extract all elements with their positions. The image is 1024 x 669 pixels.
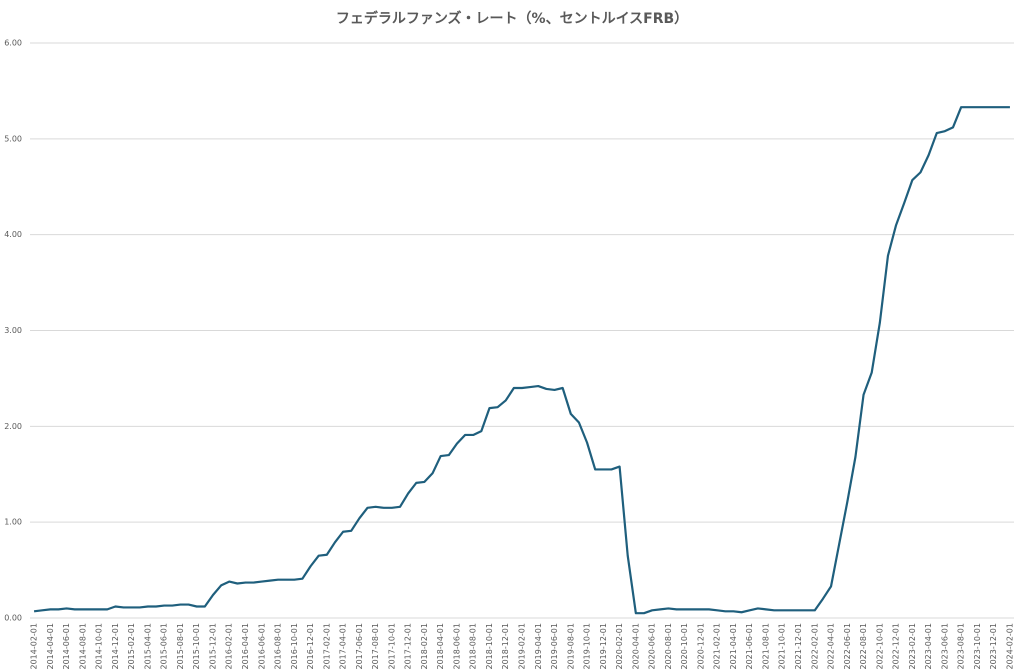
x-tick-label: 2023-06-01 bbox=[940, 623, 949, 669]
x-tick-label: 2018-10-01 bbox=[485, 623, 494, 669]
x-tick-label: 2019-02-01 bbox=[518, 623, 527, 669]
x-tick-label: 2018-12-01 bbox=[501, 623, 510, 669]
x-tick-label: 2019-12-01 bbox=[599, 623, 608, 669]
x-tick-label: 2015-02-01 bbox=[127, 623, 136, 669]
x-tick-label: 2019-04-01 bbox=[534, 623, 543, 669]
y-tick-label: 0.00 bbox=[4, 614, 22, 623]
x-tick-label: 2024-02-01 bbox=[1005, 623, 1014, 669]
x-tick-label: 2018-02-01 bbox=[420, 623, 429, 669]
x-tick-label: 2015-06-01 bbox=[160, 623, 169, 669]
x-tick-label: 2017-02-01 bbox=[322, 623, 331, 669]
x-tick-label: 2022-12-01 bbox=[892, 623, 901, 669]
x-tick-label: 2014-10-01 bbox=[95, 623, 104, 669]
x-tick-label: 2021-04-01 bbox=[729, 623, 738, 669]
x-tick-label: 2019-10-01 bbox=[583, 623, 592, 669]
x-tick-label: 2023-12-01 bbox=[989, 623, 998, 669]
y-tick-label: 2.00 bbox=[4, 422, 22, 431]
x-tick-label: 2017-10-01 bbox=[387, 623, 396, 669]
x-tick-label: 2014-04-01 bbox=[46, 623, 55, 669]
x-tick-label: 2018-08-01 bbox=[469, 623, 478, 669]
x-tick-label: 2016-02-01 bbox=[225, 623, 234, 669]
x-tick-label: 2014-08-01 bbox=[78, 623, 87, 669]
x-tick-label: 2022-06-01 bbox=[843, 623, 852, 669]
x-tick-label: 2019-08-01 bbox=[566, 623, 575, 669]
x-tick-label: 2023-10-01 bbox=[973, 623, 982, 669]
x-tick-label: 2020-02-01 bbox=[615, 623, 624, 669]
x-tick-label: 2021-10-01 bbox=[778, 623, 787, 669]
x-tick-label: 2023-02-01 bbox=[908, 623, 917, 669]
x-tick-label: 2017-08-01 bbox=[371, 623, 380, 669]
x-tick-label: 2023-04-01 bbox=[924, 623, 933, 669]
x-tick-label: 2021-12-01 bbox=[794, 623, 803, 669]
x-tick-label: 2015-08-01 bbox=[176, 623, 185, 669]
x-tick-label: 2022-10-01 bbox=[875, 623, 884, 669]
x-tick-label: 2019-06-01 bbox=[550, 623, 559, 669]
x-tick-label: 2018-06-01 bbox=[452, 623, 461, 669]
x-tick-label: 2015-04-01 bbox=[143, 623, 152, 669]
x-tick-label: 2020-08-01 bbox=[664, 623, 673, 669]
data-line bbox=[33, 106, 1010, 615]
x-tick-label: 2020-10-01 bbox=[680, 623, 689, 669]
x-tick-label: 2022-04-01 bbox=[827, 623, 836, 669]
x-tick-label: 2018-04-01 bbox=[436, 623, 445, 669]
x-tick-label: 2017-04-01 bbox=[339, 623, 348, 669]
y-tick-label: 4.00 bbox=[4, 230, 22, 239]
x-tick-label: 2023-08-01 bbox=[957, 623, 966, 669]
y-tick-label: 1.00 bbox=[4, 518, 22, 527]
x-tick-label: 2022-02-01 bbox=[810, 623, 819, 669]
x-tick-label: 2017-06-01 bbox=[355, 623, 364, 669]
x-tick-label: 2021-02-01 bbox=[713, 623, 722, 669]
x-tick-label: 2014-06-01 bbox=[62, 623, 71, 669]
x-tick-label: 2015-10-01 bbox=[192, 623, 201, 669]
y-tick-label: 5.00 bbox=[4, 134, 22, 143]
x-tick-label: 2016-10-01 bbox=[290, 623, 299, 669]
x-tick-label: 2020-06-01 bbox=[648, 623, 657, 669]
y-tick-label: 6.00 bbox=[4, 39, 22, 48]
x-tick-label: 2021-08-01 bbox=[761, 623, 770, 669]
x-tick-label: 2014-02-01 bbox=[30, 623, 39, 669]
x-tick-label: 2017-12-01 bbox=[404, 623, 413, 669]
y-tick-label: 3.00 bbox=[4, 326, 22, 335]
x-tick-label: 2016-04-01 bbox=[241, 623, 250, 669]
x-tick-label: 2015-12-01 bbox=[208, 623, 217, 669]
x-tick-label: 2021-06-01 bbox=[745, 623, 754, 669]
x-tick-label: 2014-12-01 bbox=[111, 623, 120, 669]
x-tick-label: 2016-08-01 bbox=[274, 623, 283, 669]
x-tick-label: 2020-12-01 bbox=[696, 623, 705, 669]
x-tick-label: 2016-06-01 bbox=[257, 623, 266, 669]
x-tick-label: 2016-12-01 bbox=[306, 623, 315, 669]
x-tick-label: 2020-04-01 bbox=[631, 623, 640, 669]
x-tick-label: 2022-08-01 bbox=[859, 623, 868, 669]
chart-title: フェデラルファンズ・レート（%、セントルイスFRB） bbox=[336, 10, 688, 27]
